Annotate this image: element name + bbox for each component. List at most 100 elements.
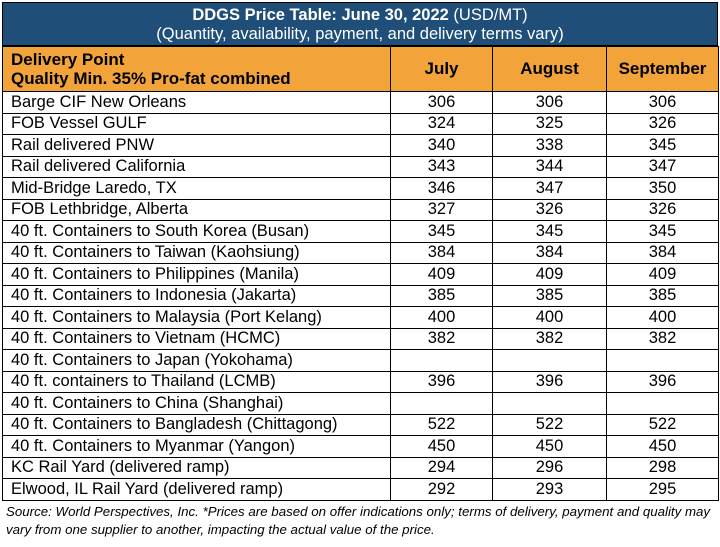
price-cell-july <box>390 349 493 372</box>
row-label: FOB Lethbridge, Alberta <box>2 198 391 221</box>
column-header-august: August <box>492 46 607 92</box>
price-cell-july: 340 <box>390 134 493 157</box>
row-label: 40 ft. Containers to China (Shanghai) <box>2 392 391 415</box>
price-cell-september: 345 <box>606 134 719 157</box>
table-row: Rail delivered California 343 344 347 <box>2 155 719 178</box>
price-cell-july: 382 <box>390 327 493 350</box>
price-cell-september: 345 <box>606 220 719 243</box>
price-cell-september <box>606 349 719 372</box>
price-cell-september: 382 <box>606 327 719 350</box>
table-row: 40 ft. Containers to China (Shanghai) <box>2 392 719 415</box>
row-label: 40 ft. Containers to Malaysia (Port Kela… <box>2 306 391 329</box>
table-row: KC Rail Yard (delivered ramp) 294 296 298 <box>2 456 719 479</box>
table-title: DDGS Price Table: June 30, 2022 (USD/MT) <box>3 6 717 25</box>
price-cell-september: 384 <box>606 241 719 264</box>
delivery-point-header-line1: Delivery Point <box>11 50 125 69</box>
price-cell-july: 396 <box>390 370 493 393</box>
row-label: 40 ft. Containers to Philippines (Manila… <box>2 263 391 286</box>
row-label: Barge CIF New Orleans <box>2 91 391 114</box>
table-row: 40 ft. Containers to Bangladesh (Chittag… <box>2 413 719 436</box>
price-cell-september: 522 <box>606 413 719 436</box>
table-subtitle: (Quantity, availability, payment, and de… <box>156 25 564 43</box>
row-label: Rail delivered California <box>2 155 391 178</box>
price-cell-august: 382 <box>492 327 607 350</box>
price-cell-september: 298 <box>606 456 719 479</box>
delivery-point-header-line2: Quality Min. 35% Pro-fat combined <box>11 69 291 88</box>
table-row: 40 ft. Containers to Vietnam (HCMC) 382 38… <box>2 327 719 350</box>
price-cell-august: 325 <box>492 112 607 135</box>
row-label: 40 ft. Containers to Bangladesh (Chittag… <box>2 413 391 436</box>
table-row: FOB Vessel GULF 324 325 326 <box>2 112 719 135</box>
column-header-july: July <box>390 46 493 92</box>
price-cell-july: 450 <box>390 435 493 458</box>
price-cell-august: 296 <box>492 456 607 479</box>
price-cell-september: 409 <box>606 263 719 286</box>
table-row: 40 ft. Containers to Japan (Yokohama) <box>2 349 719 372</box>
price-cell-july: 522 <box>390 413 493 436</box>
price-cell-august: 338 <box>492 134 607 157</box>
price-cell-july: 343 <box>390 155 493 178</box>
row-label: 40 ft. containers to Thailand (LCMB) <box>2 370 391 393</box>
table-header-row: Delivery Point Quality Min. 35% Pro-fat … <box>2 46 719 92</box>
table-title-banner: DDGS Price Table: June 30, 2022 (USD/MT)… <box>2 2 718 46</box>
price-cell-august: 522 <box>492 413 607 436</box>
price-cell-august: 384 <box>492 241 607 264</box>
row-label: Elwood, IL Rail Yard (delivered ramp) <box>2 478 391 501</box>
row-label: 40 ft. Containers to Myanmar (Yangon) <box>2 435 391 458</box>
price-cell-july: 324 <box>390 112 493 135</box>
price-cell-july: 294 <box>390 456 493 479</box>
table-row: FOB Lethbridge, Alberta 327 326 326 <box>2 198 719 221</box>
price-cell-august: 385 <box>492 284 607 307</box>
price-cell-september: 347 <box>606 155 719 178</box>
table-row: Mid-Bridge Laredo, TX 346 347 350 <box>2 177 719 200</box>
price-cell-september: 385 <box>606 284 719 307</box>
row-label: Rail delivered PNW <box>2 134 391 157</box>
price-cell-july: 327 <box>390 198 493 221</box>
price-cell-august: 396 <box>492 370 607 393</box>
price-cell-july: 306 <box>390 91 493 114</box>
price-cell-july <box>390 392 493 415</box>
table-row: Rail delivered PNW 340 338 345 <box>2 134 719 157</box>
table-row: 40 ft. Containers to South Korea (Busan)… <box>2 220 719 243</box>
price-cell-september: 350 <box>606 177 719 200</box>
row-label: Mid-Bridge Laredo, TX <box>2 177 391 200</box>
price-cell-august: 306 <box>492 91 607 114</box>
price-table: Delivery Point Quality Min. 35% Pro-fat … <box>2 46 719 501</box>
price-cell-july: 346 <box>390 177 493 200</box>
price-cell-august <box>492 392 607 415</box>
row-label: 40 ft. Containers to Vietnam (HCMC) <box>2 327 391 350</box>
row-label: 40 ft. Containers to South Korea (Busan) <box>2 220 391 243</box>
price-cell-august: 347 <box>492 177 607 200</box>
price-cell-july: 292 <box>390 478 493 501</box>
source-note: Source: World Perspectives, Inc. *Prices… <box>6 503 711 537</box>
column-header-september: September <box>606 46 719 92</box>
table-row: 40 ft. Containers to Philippines (Manila… <box>2 263 719 286</box>
table-body: Barge CIF New Orleans 306 306 306 FOB Vessel… <box>2 91 719 501</box>
table-row: 40 ft. Containers to Myanmar (Yangon) 450… <box>2 435 719 458</box>
price-cell-july: 409 <box>390 263 493 286</box>
price-cell-august: 326 <box>492 198 607 221</box>
price-cell-september <box>606 392 719 415</box>
table-row: 40 ft. Containers to Malaysia (Port Kela… <box>2 306 719 329</box>
price-table-figure: DDGS Price Table: June 30, 2022 (USD/MT)… <box>2 2 719 539</box>
price-cell-september: 326 <box>606 198 719 221</box>
table-row: Elwood, IL Rail Yard (delivered ramp) 292… <box>2 478 719 501</box>
price-cell-july: 345 <box>390 220 493 243</box>
price-cell-august: 344 <box>492 155 607 178</box>
price-cell-august: 400 <box>492 306 607 329</box>
row-label: 40 ft. Containers to Japan (Yokohama) <box>2 349 391 372</box>
price-cell-july: 384 <box>390 241 493 264</box>
table-row: 40 ft. containers to Thailand (LCMB) 396 3… <box>2 370 719 393</box>
price-cell-july: 385 <box>390 284 493 307</box>
price-cell-september: 396 <box>606 370 719 393</box>
price-cell-september: 326 <box>606 112 719 135</box>
price-cell-august: 450 <box>492 435 607 458</box>
row-label: 40 ft. Containers to Taiwan (Kaohsiung) <box>2 241 391 264</box>
price-cell-september: 306 <box>606 91 719 114</box>
table-title-bold: DDGS Price Table: June 30, 2022 <box>192 6 449 24</box>
price-cell-september: 295 <box>606 478 719 501</box>
table-title-units: (USD/MT) <box>453 6 528 24</box>
price-cell-september: 400 <box>606 306 719 329</box>
table-row: 40 ft. Containers to Taiwan (Kaohsiung) 3… <box>2 241 719 264</box>
price-cell-september: 450 <box>606 435 719 458</box>
